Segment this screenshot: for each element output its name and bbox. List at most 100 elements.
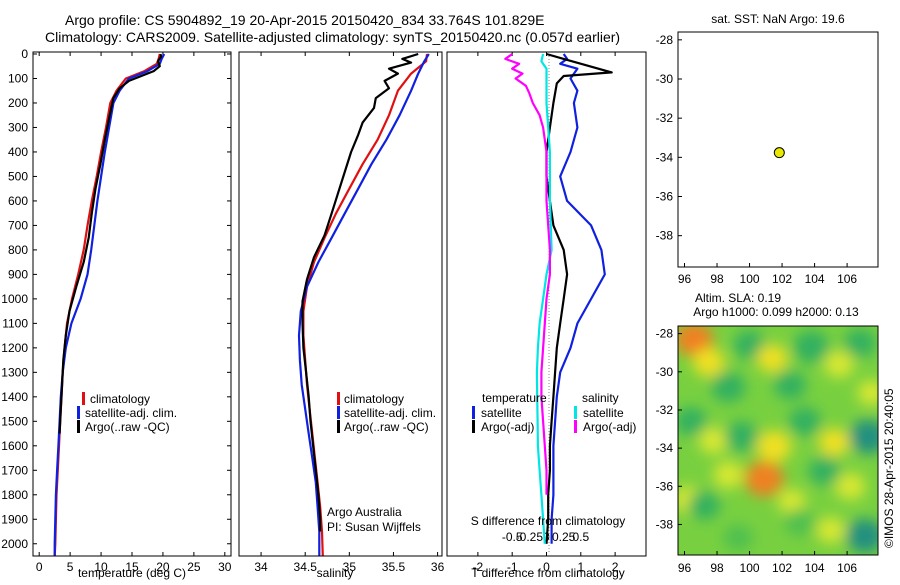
x-tick-label: -1	[507, 560, 518, 574]
x-tick-label: 25	[187, 560, 201, 574]
x-tick-label: 100	[740, 272, 760, 286]
series-temperature-satellite	[550, 53, 606, 544]
legend-swatch-satellite	[77, 406, 80, 419]
x-tick-label: 0	[36, 560, 43, 574]
sla-anomaly-blob	[793, 330, 830, 364]
difference-xlabel: T difference from climatology	[471, 566, 625, 580]
y-tick-label: -34	[656, 441, 674, 455]
y-tick-label: 300	[8, 120, 28, 134]
legend-swatch-s-argo	[574, 420, 577, 433]
location-title: sat. SST: NaN Argo: 19.6	[711, 12, 845, 26]
y-tick-label: -34	[656, 150, 674, 164]
sla-anomaly-blob	[698, 427, 729, 454]
temperature-panel: 0100200300400500600700800900100011001200…	[1, 47, 232, 580]
x-tick-label: 36	[431, 560, 445, 574]
sla-anomaly-blob	[818, 428, 850, 457]
y-tick-label: -36	[656, 479, 674, 493]
x-tick-label: 106	[837, 561, 857, 575]
difference-xlabel-top: S difference from climatology	[471, 514, 626, 528]
s-tick-label: 0.5	[572, 530, 589, 544]
x-tick-label: 34.5	[294, 560, 318, 574]
legend-label: satellite-adj. clim.	[344, 406, 436, 420]
s-tick-label: -0.5	[502, 530, 523, 544]
series-argo-raw-qc-	[301, 52, 419, 532]
sla-anomaly-blob	[849, 419, 878, 454]
s-tick-label: -0.25	[516, 530, 544, 544]
series-satellite-adj-clim-	[53, 53, 166, 556]
sla-anomaly-blob	[844, 328, 877, 358]
x-tick-label: 104	[805, 272, 825, 286]
y-tick-label: 1700	[1, 463, 28, 477]
legend-swatch-t-satellite	[472, 406, 475, 419]
sla-anomaly-blob	[744, 461, 784, 497]
y-tick-label: 1300	[1, 365, 28, 379]
series-temperature-argo-adj-	[545, 52, 613, 544]
y-tick-label: 600	[8, 194, 28, 208]
x-tick-label: 104	[805, 561, 825, 575]
y-tick-label: 1600	[1, 439, 28, 453]
legend-header-salinity: salinity	[582, 391, 619, 405]
sla-anomaly-blob	[774, 370, 807, 400]
legend-label: Argo(-adj)	[481, 420, 534, 434]
header-line1: Argo profile: CS 5904892_19 20-Apr-2015 …	[65, 12, 545, 28]
sla-anomaly-blob	[713, 461, 744, 489]
y-tick-label: 400	[8, 145, 28, 159]
sla-anomaly-blob	[723, 524, 754, 552]
legend-swatch-argo	[77, 420, 80, 433]
sla-anomaly-blob	[788, 407, 821, 436]
sla-anomaly-blob	[692, 347, 725, 377]
salinity-panel: 34 34.5 35 35.5 36 salinity climatology sate…	[238, 51, 445, 580]
legend-label: satellite-adj. clim.	[85, 406, 177, 420]
sla-anomaly-blob	[777, 488, 806, 515]
credit-argo-australia: Argo Australia	[327, 505, 402, 519]
y-tick-label: -28	[656, 33, 674, 47]
salinity-axes	[238, 51, 443, 557]
x-tick-label: 30	[218, 560, 232, 574]
sla-anomaly-blob	[808, 456, 841, 486]
x-tick-label: 100	[740, 561, 760, 575]
argo-location-point	[773, 147, 785, 159]
legend-label: climatology	[344, 392, 404, 406]
sla-anomaly-blob	[823, 350, 854, 378]
series-salinity-argo-adj-	[504, 53, 552, 495]
sla-anomaly-blob	[711, 371, 746, 403]
y-tick-label: -32	[656, 403, 674, 417]
legend-swatch-argo	[337, 420, 340, 433]
x-tick-label: 96	[678, 561, 692, 575]
salinity-xlabel: salinity	[317, 566, 354, 580]
temperature-xlabel: temperature (deg C)	[78, 566, 186, 580]
temperature-legend: climatology satellite-adj. clim. Argo(..…	[77, 392, 177, 434]
sla-anomaly-blob	[845, 518, 878, 554]
y-tick-label: 200	[8, 96, 28, 110]
legend-header-temperature: temperature	[482, 391, 547, 405]
y-tick-label: -38	[656, 517, 674, 531]
credit-pi: PI: Susan Wijffels	[327, 520, 421, 534]
x-tick-label: 96	[678, 272, 692, 286]
x-tick-label: 34	[254, 560, 268, 574]
x-tick-label: -2	[473, 560, 484, 574]
x-tick-label: 0	[543, 560, 550, 574]
sla-anomaly-blob	[688, 490, 721, 520]
y-tick-label: 1800	[1, 488, 28, 502]
difference-legend: temperature salinity satellite Argo(-adj…	[472, 391, 636, 434]
y-tick-label: 2000	[1, 537, 28, 551]
temperature-axes	[32, 51, 232, 557]
legend-label: Argo(..raw -QC)	[85, 420, 170, 434]
legend-swatch-satellite	[337, 406, 340, 419]
series-salinity-satellite	[535, 53, 553, 544]
x-tick-label: 102	[772, 272, 792, 286]
sla-anomaly-blob	[756, 430, 792, 462]
series-satellite-adj-clim-	[297, 53, 430, 556]
sla-anomaly-blob	[756, 344, 788, 373]
x-tick-label: 20	[156, 560, 170, 574]
y-tick-label: -30	[656, 365, 674, 379]
s-tick-label: 0.25	[552, 530, 576, 544]
legend-swatch-t-argo	[472, 420, 475, 433]
y-tick-label: 900	[8, 267, 28, 281]
sla-anomaly-blob	[816, 517, 846, 544]
y-tick-label: -38	[656, 229, 674, 243]
altimetry-panel: Altim. SLA: 0.19 Argo h1000: 0.099 h2000…	[656, 291, 879, 575]
y-tick-label: -32	[656, 111, 674, 125]
location-panel: sat. SST: NaN Argo: 19.6 -28 -30 -32 -34 -36…	[656, 12, 879, 286]
legend-swatch-climatology	[337, 392, 340, 405]
